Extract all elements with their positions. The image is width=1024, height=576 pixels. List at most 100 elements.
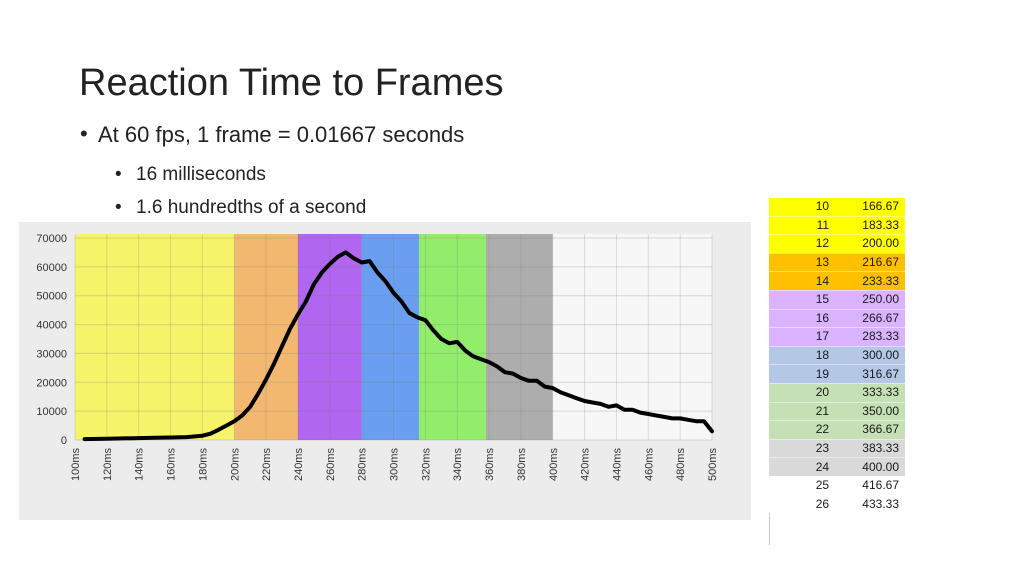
milliseconds-cell: 383.33 xyxy=(837,438,905,458)
frame-number-cell: 20 xyxy=(769,382,838,403)
frame-number-cell: 26 xyxy=(769,494,838,514)
frame-row: 20 333.33 xyxy=(769,382,905,403)
frame-band-3 xyxy=(361,234,419,440)
milliseconds-cell: 183.33 xyxy=(837,215,905,235)
frame-number-cell: 23 xyxy=(769,438,838,458)
y-tick-label: 0 xyxy=(61,435,67,447)
milliseconds-cell: 333.33 xyxy=(837,382,905,403)
series-line-0 xyxy=(82,250,714,442)
y-tick-label: 50000 xyxy=(36,291,67,303)
frame-number-cell: 25 xyxy=(769,475,838,495)
x-tick-label: 200ms xyxy=(229,448,241,482)
frame-number-cell: 22 xyxy=(769,420,838,440)
frame-row: 16 266.67 xyxy=(769,308,905,328)
milliseconds-cell: 283.33 xyxy=(837,327,905,347)
milliseconds-cell: 416.67 xyxy=(837,475,905,495)
frame-row: 10 166.67 xyxy=(769,197,905,217)
x-tick-label: 220ms xyxy=(261,448,273,482)
x-tick-label: 280ms xyxy=(357,448,369,482)
x-tick-label: 460ms xyxy=(643,448,655,482)
chart-series xyxy=(82,250,714,442)
y-tick-label: 60000 xyxy=(36,262,67,274)
frame-number-cell: 14 xyxy=(769,271,838,291)
milliseconds-cell: 166.67 xyxy=(837,197,905,217)
x-tick-label: 180ms xyxy=(197,448,209,482)
frame-band-2 xyxy=(297,234,362,440)
chart-gridlines xyxy=(74,234,713,441)
frame-row: 14 233.33 xyxy=(769,271,905,291)
y-tick-label: 70000 xyxy=(36,233,67,245)
frame-number-cell: 15 xyxy=(769,289,838,310)
x-tick-label: 320ms xyxy=(420,448,432,482)
frame-band-0 xyxy=(75,234,235,440)
frame-row: 19 316.67 xyxy=(769,364,905,384)
bullet-text: 1.6 hundredths of a second xyxy=(136,197,367,218)
frame-row: 13 216.67 xyxy=(769,252,905,272)
frame-row: 21 350.00 xyxy=(769,401,905,421)
frame-row: 24 400.00 xyxy=(769,457,905,477)
y-axis-ticks: 0 10000 20000 30000 40000 50000 60000 70000 xyxy=(36,233,67,447)
milliseconds-cell: 400.00 xyxy=(837,457,905,477)
milliseconds-cell: 250.00 xyxy=(837,289,905,310)
milliseconds-cell: 366.67 xyxy=(837,420,905,440)
y-tick-label: 30000 xyxy=(36,348,67,360)
frame-number-cell: 10 xyxy=(769,197,838,217)
frame-number-cell: 19 xyxy=(769,364,838,384)
sub-bullet-item: • 1.6 hundredths of a second xyxy=(115,197,366,219)
y-tick-label: 20000 xyxy=(36,377,67,389)
slide-title: Reaction Time to Frames xyxy=(79,62,504,104)
x-tick-label: 420ms xyxy=(580,448,592,482)
frame-number-cell: 11 xyxy=(769,215,838,235)
milliseconds-cell: 200.00 xyxy=(837,234,905,254)
x-tick-label: 140ms xyxy=(134,448,146,482)
milliseconds-cell: 433.33 xyxy=(837,494,905,514)
x-tick-label: 500ms xyxy=(707,448,719,482)
x-tick-label: 100ms xyxy=(70,448,82,482)
bullet-dot-icon: • xyxy=(115,164,122,185)
milliseconds-cell: 266.67 xyxy=(837,308,905,328)
milliseconds-cell: 300.00 xyxy=(837,345,905,365)
frame-row: 18 300.00 xyxy=(769,345,905,365)
frame-number-cell: 17 xyxy=(769,327,838,347)
reaction-time-chart: 0 10000 20000 30000 40000 50000 60000 70000 100… xyxy=(36,233,719,482)
frame-time-table: 10 166.67 11 183.33 12 200.00 13 216.67 14 233.33… xyxy=(769,197,905,514)
frame-number-cell: 13 xyxy=(769,252,838,272)
x-tick-label: 440ms xyxy=(611,448,623,482)
frame-row: 17 283.33 xyxy=(769,327,905,347)
x-tick-label: 400ms xyxy=(548,448,560,482)
frame-band-6 xyxy=(552,234,712,440)
frame-row: 26 433.33 xyxy=(769,494,905,514)
bullet-item: • At 60 fps, 1 frame = 0.01667 seconds xyxy=(80,121,465,148)
milliseconds-cell: 316.67 xyxy=(837,364,905,384)
y-tick-label: 10000 xyxy=(36,406,67,418)
frame-number-cell: 12 xyxy=(769,234,838,254)
x-axis-ticks: 100ms 120ms 140ms 160ms 180ms 200ms 220ms 240ms… xyxy=(70,448,719,482)
x-tick-label: 480ms xyxy=(675,448,687,482)
x-tick-label: 260ms xyxy=(325,448,337,482)
bullet-text: At 60 fps, 1 frame = 0.01667 seconds xyxy=(98,122,465,147)
milliseconds-cell: 233.33 xyxy=(837,271,905,291)
frame-number-cell: 16 xyxy=(769,308,838,328)
frame-number-cell: 24 xyxy=(769,457,838,477)
bullet-dot-icon: • xyxy=(80,121,88,146)
frame-row: 11 183.33 xyxy=(769,215,905,235)
x-tick-label: 360ms xyxy=(484,448,496,482)
frame-row: 25 416.67 xyxy=(769,475,905,495)
bullet-text: 16 milliseconds xyxy=(136,164,266,185)
frame-number-cell: 18 xyxy=(769,345,838,365)
sub-bullet-item: • 16 milliseconds xyxy=(115,164,266,186)
y-tick-label: 40000 xyxy=(36,320,67,332)
x-tick-label: 300ms xyxy=(389,448,401,482)
frame-band-5 xyxy=(485,234,553,440)
frame-row: 23 383.33 xyxy=(769,438,905,458)
x-tick-label: 160ms xyxy=(166,448,178,482)
frame-row: 15 250.00 xyxy=(769,289,905,310)
x-tick-label: 120ms xyxy=(102,448,114,482)
frame-row: 12 200.00 xyxy=(769,234,905,254)
frame-number-cell: 21 xyxy=(769,401,838,421)
x-tick-label: 240ms xyxy=(293,448,305,482)
bullet-dot-icon: • xyxy=(115,197,122,218)
milliseconds-cell: 216.67 xyxy=(837,252,905,272)
chart-panel: 0 10000 20000 30000 40000 50000 60000 70000 100… xyxy=(19,222,751,520)
x-tick-label: 340ms xyxy=(452,448,464,482)
